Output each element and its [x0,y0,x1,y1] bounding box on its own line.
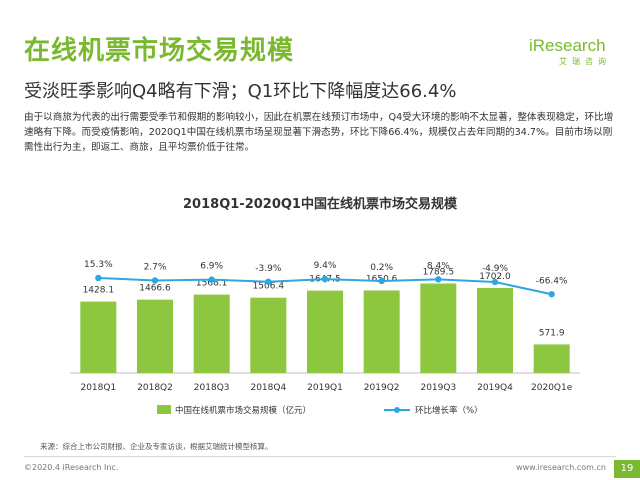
page-title: 在线机票市场交易规模 [24,36,295,66]
bar [193,294,230,373]
bar [533,344,570,373]
copyright-text: ©2020.4 iResearch Inc. [24,463,119,472]
growth-rate-label: 6.9% [200,262,223,272]
logo-subtext: 艾瑞咨询 [559,57,611,66]
bar [137,299,173,373]
x-tick-label: 2019Q2 [364,383,400,393]
bar [477,287,513,373]
bar [250,297,287,373]
x-tick-label: 2019Q1 [307,383,343,393]
page-subtitle: 受淡旺季影响Q4略有下滑；Q1环比下降幅度达66.4% [24,81,457,102]
growth-rate-point [548,291,555,298]
source-note: 来源：综合上市公司财报、企业及专家访谈，根据艾瑞统计模型核算。 [40,442,273,451]
growth-rate-label: -4.9% [482,264,509,274]
bar-value-label: 1702.0 [479,272,511,282]
growth-rate-point [151,277,159,284]
growth-rate-label: 0.2% [370,263,393,273]
logo-text: iResearch [529,36,606,55]
growth-rate-label: -3.9% [255,264,282,274]
x-tick-label: 2019Q3 [420,383,456,393]
bar [307,290,343,373]
legend-line-marker [394,407,400,413]
page-number: 19 [614,460,640,478]
bar [363,290,400,373]
website-text: www.iresearch.com.cn [516,463,606,472]
growth-rate-point [378,277,385,285]
bar-value-label: 1568.1 [196,279,228,289]
growth-rate-label: 15.3% [84,260,113,270]
x-tick-label: 2018Q2 [137,383,173,393]
legend-bar-swatch [157,405,171,414]
bar-value-label: 1466.6 [139,284,171,294]
bar-value-label: 571.9 [539,328,565,338]
growth-rate-point [491,278,499,286]
legend-line-label: 环比增长率（%） [415,405,483,416]
x-tick-label: 2018Q4 [250,383,286,393]
bar [420,283,457,373]
growth-rate-point [265,278,272,285]
x-tick-label: 2019Q4 [477,383,513,393]
growth-rate-label: 2.7% [144,262,167,272]
bar-value-label: 1789.5 [423,268,455,278]
chart-title: 2018Q1-2020Q1中国在线机票市场交易规模 [183,197,457,212]
growth-rate-point [321,275,329,283]
footer-divider [24,456,616,457]
x-tick-label: 2018Q3 [194,383,230,393]
growth-rate-label: -66.4% [536,276,568,286]
summary-paragraph: 由于以商旅为代表的出行需要受季节和假期的影响较小，因此在机票在线预订市场中，Q4… [24,112,614,153]
growth-rate-point [95,274,102,282]
bar [80,301,117,373]
growth-rate-label: 8.4% [427,261,450,271]
x-tick-label: 2020Q1e [531,383,573,393]
bar-value-label: 1506.4 [253,282,285,292]
iresearch-logo: iResearch 艾瑞咨询 [529,36,613,68]
bar-value-label: 1428.1 [83,286,115,296]
growth-rate-label: 9.4% [314,261,337,271]
x-tick-label: 2018Q1 [80,383,116,393]
growth-rate-point [435,276,442,283]
growth-rate-point [208,276,215,283]
legend-bar-label: 中国在线机票市场交易规模（亿元） [175,405,311,416]
